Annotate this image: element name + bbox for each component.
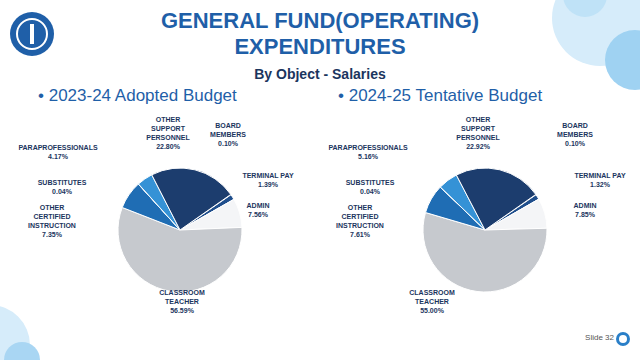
svg-text:ADMIN7.56%: ADMIN7.56% xyxy=(247,202,270,218)
svg-text:OTHERSUPPORTPERSONNEL22.92%: OTHERSUPPORTPERSONNEL22.92% xyxy=(456,116,500,150)
svg-text:SUBSTITUTES0.04%: SUBSTITUTES0.04% xyxy=(346,179,395,195)
svg-text:CLASSROOMTEACHER55.00%: CLASSROOMTEACHER55.00% xyxy=(409,289,455,314)
html-text:• 2023-24 Adopted Budget: • 2023-24 Adopted Budget xyxy=(38,86,237,105)
svg-text:OTHERCERTIFIEDINSTRUCTION7.61%: OTHERCERTIFIEDINSTRUCTION7.61% xyxy=(336,204,384,238)
svg-text:TERMINAL PAY1.39%: TERMINAL PAY1.39% xyxy=(242,172,294,188)
svg-text:BOARDMEMBERS0.10%: BOARDMEMBERS0.10% xyxy=(210,122,246,147)
svg-text:OTHERSUPPORTPERSONNEL22.80%: OTHERSUPPORTPERSONNEL22.80% xyxy=(146,116,190,150)
html-text:• 2024-25 Tentative Budget: • 2024-25 Tentative Budget xyxy=(338,86,543,105)
svg-text:PARAPROFESSIONALS5.16%: PARAPROFESSIONALS5.16% xyxy=(328,144,408,160)
svg-text:OTHERCERTIFIEDINSTRUCTION7.35%: OTHERCERTIFIEDINSTRUCTION7.35% xyxy=(28,204,76,238)
svg-text:PARAPROFESSIONALS4.17%: PARAPROFESSIONALS4.17% xyxy=(18,144,98,160)
svg-text:BOARDMEMBERS0.10%: BOARDMEMBERS0.10% xyxy=(557,122,593,147)
svg-text:CLASSROOMTEACHER56.59%: CLASSROOMTEACHER56.59% xyxy=(159,289,205,314)
svg-text:TERMINAL PAY1.32%: TERMINAL PAY1.32% xyxy=(574,172,626,188)
html-text:GENERAL FUND(OPERATING) EXPEND: GENERAL FUND(OPERATING) EXPENDITURES xyxy=(160,8,480,59)
html-text:Slide 32: Slide 32 xyxy=(585,333,614,342)
svg-text:SUBSTITUTES0.04%: SUBSTITUTES0.04% xyxy=(38,179,87,195)
svg-text:ADMIN7.85%: ADMIN7.85% xyxy=(574,202,597,218)
html-text:By Object - Salaries: By Object - Salaries xyxy=(254,66,386,82)
